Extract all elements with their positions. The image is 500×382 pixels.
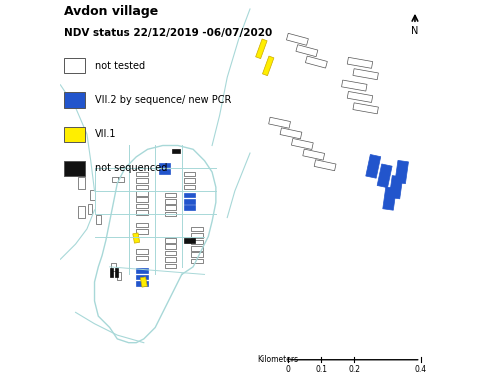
Bar: [184, 238, 195, 243]
Bar: [136, 275, 147, 279]
Bar: [395, 160, 408, 184]
Bar: [136, 223, 147, 227]
Bar: [184, 178, 195, 183]
Bar: [184, 193, 195, 197]
FancyBboxPatch shape: [64, 58, 85, 73]
Bar: [164, 199, 176, 204]
Bar: [118, 177, 124, 182]
Bar: [136, 185, 147, 189]
Bar: [164, 193, 176, 197]
Bar: [133, 233, 140, 243]
Bar: [184, 199, 195, 204]
Bar: [262, 56, 274, 76]
Text: 0.2: 0.2: [348, 366, 360, 374]
Bar: [377, 164, 392, 188]
Bar: [117, 272, 121, 280]
Bar: [191, 233, 202, 238]
Bar: [366, 154, 380, 178]
Bar: [136, 256, 147, 261]
Text: Avdon village: Avdon village: [64, 5, 158, 18]
Text: 0: 0: [286, 366, 290, 374]
Bar: [164, 206, 176, 210]
Bar: [191, 246, 202, 251]
Bar: [191, 240, 202, 244]
Bar: [268, 117, 290, 128]
Bar: [136, 197, 147, 202]
Bar: [136, 281, 147, 286]
Bar: [303, 149, 324, 160]
Bar: [78, 206, 84, 218]
Bar: [184, 172, 195, 176]
Text: NDV status 22/12/2019 -06/07/2020: NDV status 22/12/2019 -06/07/2020: [64, 28, 272, 38]
Bar: [136, 204, 147, 209]
Text: Kilometers: Kilometers: [258, 355, 298, 364]
Bar: [347, 91, 372, 102]
FancyBboxPatch shape: [64, 126, 85, 142]
Bar: [110, 269, 114, 277]
Text: N: N: [410, 26, 418, 36]
Bar: [256, 39, 267, 58]
Bar: [112, 177, 118, 182]
Bar: [292, 138, 313, 149]
Text: VII.1: VII.1: [94, 129, 116, 139]
Bar: [164, 238, 176, 243]
Bar: [191, 259, 202, 264]
Bar: [115, 269, 118, 277]
Bar: [164, 264, 176, 269]
Bar: [136, 249, 147, 254]
Bar: [353, 69, 378, 80]
Bar: [314, 160, 336, 171]
Text: not sequenced: not sequenced: [94, 163, 167, 173]
Bar: [184, 206, 195, 210]
Bar: [342, 80, 367, 91]
Bar: [159, 169, 170, 174]
Bar: [136, 210, 147, 215]
Bar: [296, 45, 318, 57]
FancyBboxPatch shape: [64, 92, 85, 108]
Bar: [90, 190, 95, 199]
Bar: [389, 176, 403, 199]
Bar: [280, 128, 302, 139]
Bar: [347, 57, 372, 68]
FancyBboxPatch shape: [64, 161, 85, 176]
Bar: [136, 191, 147, 196]
Bar: [78, 177, 84, 189]
Bar: [172, 149, 180, 154]
Text: 0.4: 0.4: [414, 366, 426, 374]
Bar: [353, 103, 378, 114]
Bar: [164, 251, 176, 256]
Bar: [136, 269, 147, 273]
Bar: [184, 185, 195, 189]
Bar: [191, 253, 202, 257]
Bar: [164, 257, 176, 262]
Bar: [159, 163, 170, 167]
Bar: [136, 229, 147, 234]
Bar: [140, 277, 147, 287]
Bar: [111, 263, 116, 271]
Text: VII.2 by sequence/ new PCR: VII.2 by sequence/ new PCR: [94, 95, 231, 105]
Bar: [383, 187, 396, 210]
Bar: [306, 56, 328, 68]
Bar: [191, 227, 202, 231]
Bar: [136, 178, 147, 183]
Text: not tested: not tested: [94, 61, 144, 71]
Text: 0.1: 0.1: [315, 366, 327, 374]
Bar: [164, 244, 176, 249]
Bar: [88, 204, 92, 214]
Bar: [164, 212, 176, 217]
Bar: [136, 172, 147, 176]
Bar: [96, 215, 100, 224]
Bar: [286, 33, 308, 45]
